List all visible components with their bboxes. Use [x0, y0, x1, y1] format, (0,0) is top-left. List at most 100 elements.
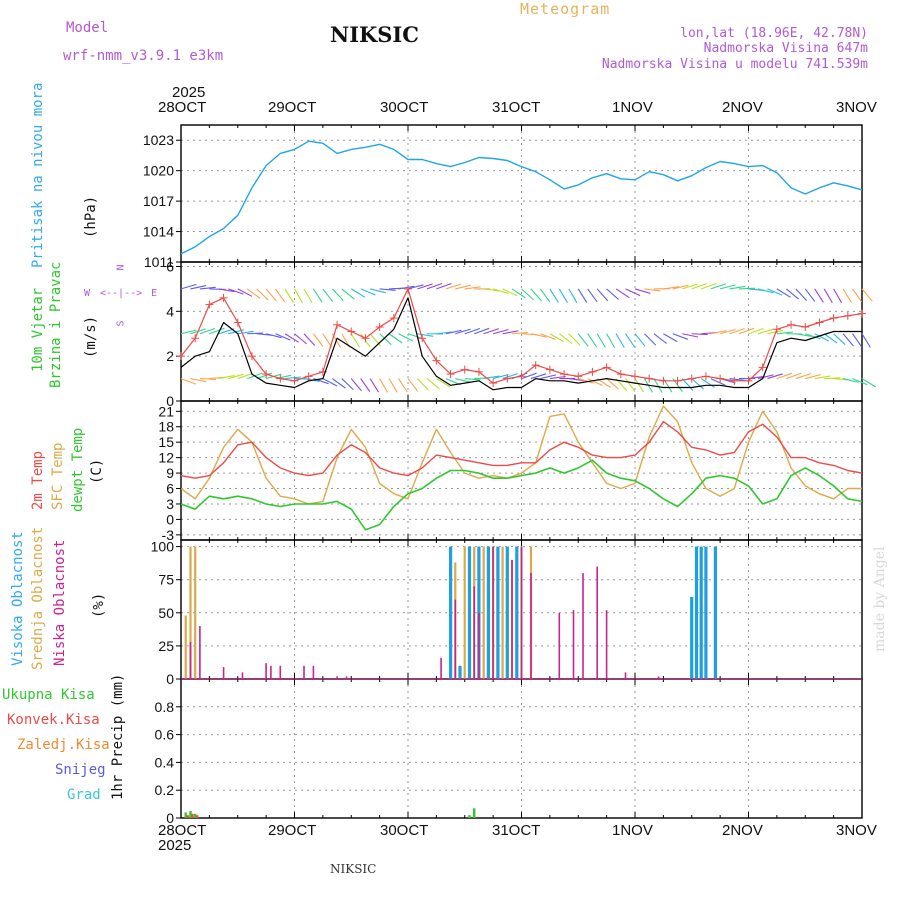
cloud-low-bar: [511, 559, 513, 679]
wind-barb: [852, 288, 863, 303]
wind-barb: [729, 328, 745, 335]
date-tick-bottom: 1NOV: [612, 822, 653, 839]
wind-barb: [464, 327, 481, 335]
wind-barb: [776, 372, 793, 380]
y-tick-label: 18: [158, 419, 174, 435]
precip-convective-bar: [186, 815, 189, 818]
wind-barb: [492, 288, 509, 294]
wind-barb: [218, 328, 235, 335]
wind-barb: [729, 285, 746, 290]
wind-barb: [275, 288, 286, 303]
wind-barb: [312, 288, 323, 303]
wind-barb: [748, 327, 764, 335]
compass-arrows: <--|-->: [100, 288, 143, 299]
cloud-low-bar: [440, 657, 442, 679]
wind-barb: [180, 329, 197, 335]
wind-barb: [861, 288, 873, 302]
y-tick-label: 0: [166, 671, 174, 687]
wind-barb: [681, 378, 694, 391]
wind-barb: [549, 288, 559, 303]
wind-barb: [370, 288, 386, 294]
wind-barb: [426, 282, 443, 290]
y-tick-label: 15: [158, 434, 174, 450]
wind-barb: [625, 378, 636, 392]
wind-barb: [331, 288, 344, 301]
wind-barb: [294, 288, 303, 304]
wind-barb: [388, 333, 403, 344]
wind-barb: [379, 378, 389, 393]
wind-barb: [530, 288, 542, 302]
wind-barb: [710, 283, 727, 290]
wind-barb: [596, 333, 606, 348]
cloud-low-bar: [312, 665, 315, 679]
wind-barb: [237, 372, 254, 380]
wind-barb: [218, 288, 235, 293]
wind-barb: [558, 333, 573, 345]
wind-barb: [303, 288, 313, 303]
wind-barb: [739, 287, 756, 290]
wind-barb: [322, 378, 338, 387]
y-tick-label: 0.4: [155, 754, 175, 770]
cloud-low-bar: [199, 626, 201, 679]
wind-barb: [398, 285, 415, 290]
wind-barb: [284, 376, 302, 380]
footer-station: NIKSIC: [330, 862, 377, 876]
pressure-line: [180, 140, 863, 255]
temp-2m-line: [180, 420, 863, 479]
cloud-low-bar: [624, 672, 627, 679]
wind-barb: [521, 288, 534, 301]
wind-barb: [767, 373, 783, 380]
wind-barb: [180, 378, 197, 385]
wind-barb: [757, 328, 774, 335]
precip-total-bar: [468, 815, 471, 818]
wind-barb: [710, 330, 727, 335]
date-tick-bottom: 3NOV: [836, 822, 877, 839]
y-tick-label: 4: [166, 303, 174, 319]
dewpt-line: [180, 459, 863, 531]
model-altitude-label: Nadmorska Visina u modelu 741.539m: [601, 57, 868, 72]
precip-total-bar: [189, 811, 192, 818]
cloud-low-bar: [492, 546, 494, 679]
wind-barb: [521, 372, 537, 380]
date-tick-top: 30OCT: [380, 99, 429, 116]
wind-barb: [833, 288, 843, 304]
wind-barb: [209, 327, 225, 335]
wind-barb: [710, 378, 726, 386]
wind-barb: [199, 286, 216, 290]
wind-barb: [237, 288, 253, 297]
wind-barb: [360, 288, 376, 296]
wind-barb: [577, 288, 588, 303]
wind-barb: [833, 333, 846, 346]
wind-barb: [795, 333, 812, 337]
date-tick-bottom: 28OCT: [158, 822, 207, 839]
wind-barb: [332, 378, 346, 389]
wind-barb: [284, 288, 294, 303]
cloud-low-bar: [520, 546, 523, 679]
wind-barb: [341, 378, 354, 390]
y-tick-label: 0: [166, 810, 174, 826]
wind-barb: [663, 286, 680, 290]
precip-convective-bar: [191, 813, 194, 818]
y-tick-label: 0.2: [155, 782, 175, 798]
wind-barb: [644, 333, 657, 346]
cloud-mid-bar: [463, 546, 466, 679]
wind-barb: [455, 328, 471, 335]
wind-barb: [228, 373, 244, 380]
wind-barb: [842, 378, 859, 383]
wind-barb: [568, 378, 585, 382]
wind-barb: [578, 378, 594, 384]
y-tick-label: 0: [166, 511, 174, 527]
wind-barb: [350, 378, 362, 392]
cloud-high-bar: [694, 546, 699, 679]
cloud-high-bar: [496, 546, 500, 679]
wind-barb: [814, 333, 830, 342]
wind-barb: [464, 286, 481, 290]
wind-barb: [502, 373, 518, 380]
cloud-low-bar: [596, 566, 598, 679]
wind-barb: [247, 332, 264, 335]
cloud-low-bar: [473, 586, 475, 679]
compass-w: W: [84, 288, 91, 299]
cloud-low-bar: [558, 612, 561, 679]
panel-frame: [180, 678, 863, 819]
